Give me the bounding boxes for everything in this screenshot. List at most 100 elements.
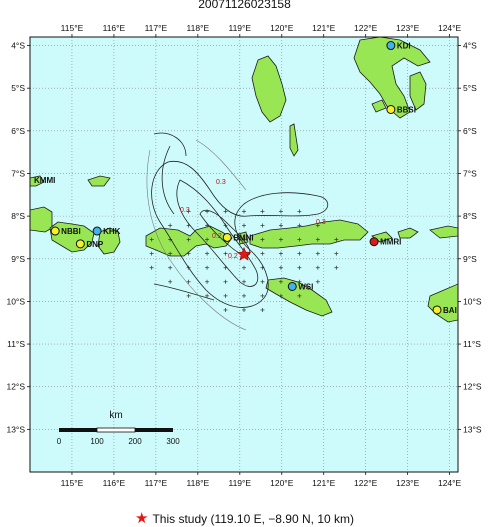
land-sulawesi-se (353, 37, 431, 119)
land-sulawesi-south (251, 55, 287, 123)
scale-bar-seg-3 (135, 428, 173, 432)
contour-label: 0.3 (316, 219, 326, 226)
contour-label: 0.3 (216, 179, 226, 186)
station-label-wsi: WSI (298, 282, 313, 291)
station-marker-bbsi (386, 105, 396, 114)
contour-arc-west (161, 145, 175, 215)
lat-label-left--9: 9°S (11, 254, 25, 264)
lon-label-bottom-121: 121°E (312, 478, 336, 488)
lon-label-top-119: 119°E (228, 23, 251, 33)
lat-label-right--12: 12°S (463, 382, 482, 392)
station-label-bmni: BMNI (233, 233, 253, 242)
lon-label-bottom-120: 120°E (270, 478, 294, 488)
scale-bar-title: km (109, 410, 122, 421)
land-sumba (265, 277, 333, 317)
lat-label-left--6: 6°S (11, 126, 25, 136)
contour-arc-north (153, 132, 187, 157)
land-alor (397, 227, 419, 239)
scale-bar-tick-200: 200 (128, 437, 142, 446)
scale-bar: km 0 100 200 300 (57, 410, 180, 446)
station-marker-wsi (287, 281, 297, 291)
contour-arc-low (153, 283, 215, 301)
scale-bar-seg-2 (96, 427, 136, 433)
land-selayar (289, 123, 299, 157)
lon-label-bottom-117: 117°E (145, 478, 168, 488)
lon-label-bottom-119: 119°E (228, 478, 251, 488)
lon-label-bottom-122: 122°E (354, 478, 378, 488)
contour-outer (151, 160, 329, 308)
epicenter-legend-star-icon: ★ (135, 510, 149, 527)
lon-label-top-121: 121°E (312, 23, 336, 33)
station-label-khk: KHK (103, 227, 121, 236)
land-lombok (97, 227, 121, 255)
land-kabaena (371, 99, 387, 113)
lat-label-right--4: 4°S (463, 41, 477, 51)
land-flores (249, 219, 369, 249)
lon-label-top-123: 123°E (396, 23, 420, 33)
station-label-bbsi: BBSI (397, 106, 416, 115)
misfit-contours (146, 132, 329, 331)
lon-label-top-122: 122°E (354, 23, 378, 33)
lat-label-right--5: 5°S (463, 83, 477, 93)
lat-label-left--5: 5°S (11, 83, 25, 93)
station-marker-mmri (369, 237, 379, 247)
lat-label-left--13: 13°S (6, 424, 25, 434)
lon-label-top-120: 120°E (270, 23, 294, 33)
scale-bar-tick-0: 0 (57, 437, 62, 446)
station-label-nbbi: NBBI (61, 227, 81, 236)
lat-label-left--11: 11°S (7, 339, 25, 349)
lat-label-right--11: 11°S (463, 339, 481, 349)
axis-labels: 115°E 115°E 116°E 116°E 117°E 117°E 118°E 118°E… (6, 23, 481, 488)
lon-label-bottom-115: 115°E (61, 478, 84, 488)
scale-bar-tick-100: 100 (90, 437, 104, 446)
lat-label-left--4: 4°S (11, 41, 25, 51)
station-marker-khk (92, 226, 102, 236)
land-kangean (87, 175, 111, 187)
contour-labels: 0.3 0.3 0.3 0.2 0.2 (180, 179, 326, 260)
land-madura (30, 175, 45, 187)
lon-label-bottom-123: 123°E (396, 478, 420, 488)
lon-label-bottom-116: 116°E (103, 478, 126, 488)
contour-arc-thin (146, 149, 247, 331)
caption-text: This study (119.10 E, −8.90 N, 10 km) (152, 512, 354, 526)
lon-label-bottom-118: 118°E (187, 478, 210, 488)
map-title: 20071126023158 (198, 0, 291, 11)
station-marker-bmni (222, 232, 232, 242)
station-marker-bai (432, 305, 442, 315)
lon-label-top-118: 118°E (187, 23, 210, 33)
scale-bar-tick-300: 300 (166, 437, 180, 446)
station-marker-dnp (75, 239, 85, 249)
lat-label-left--8: 8°S (11, 211, 25, 221)
land-wetar (429, 225, 458, 239)
land-buton (409, 71, 427, 111)
lon-label-top-116: 116°E (103, 23, 126, 33)
lat-label-right--13: 13°S (463, 424, 482, 434)
lon-label-top-115: 115°E (61, 23, 84, 33)
contour-label: 0.3 (180, 207, 190, 214)
scale-bar-seg-1 (59, 428, 97, 432)
station-label-kdi: KDI (397, 42, 411, 51)
lat-label-right--8: 8°S (463, 211, 477, 221)
land-komodo (237, 231, 249, 245)
land-java-east (30, 206, 53, 233)
station-marker-nbbi (50, 226, 60, 236)
station-label-dnp: DNP (86, 240, 104, 249)
lat-label-left--10: 10°S (6, 296, 25, 306)
lon-label-top-117: 117°E (145, 23, 168, 33)
lon-label-top-124: 124°E (438, 23, 462, 33)
lat-label-right--6: 6°S (463, 126, 477, 136)
contour-arc-thin2 (195, 139, 247, 191)
map-frame (29, 36, 459, 473)
lat-label-right--9: 9°S (463, 254, 477, 264)
epicenter-star-icon (236, 246, 252, 261)
contour-label: 0.2 (212, 233, 222, 240)
contour-core (199, 209, 251, 256)
contour-inner (176, 179, 259, 287)
lat-label-left--12: 12°S (6, 382, 25, 392)
station-label-mmri: MMRI (380, 238, 401, 247)
lat-label-right--7: 7°S (463, 168, 477, 178)
lon-label-bottom-124: 124°E (438, 478, 462, 488)
figure-caption: ★ This study (119.10 E, −8.90 N, 10 km) (0, 509, 489, 527)
station-label-kmmi: KMMI (34, 176, 55, 185)
